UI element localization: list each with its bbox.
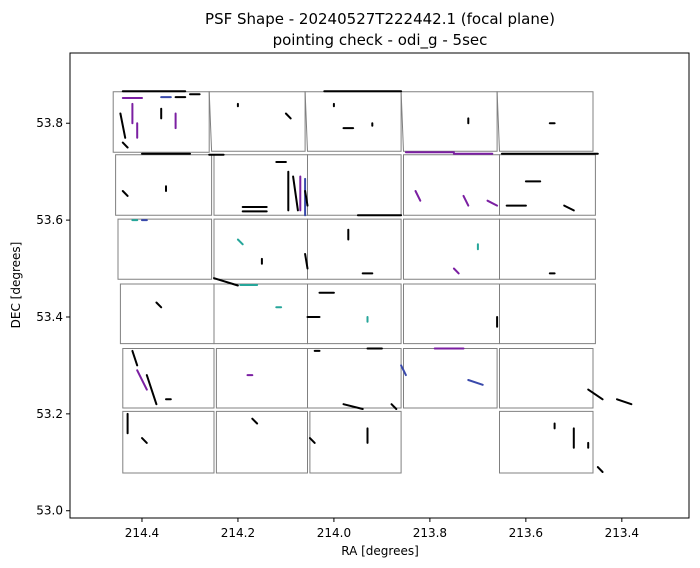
- ccd-outline: [400, 91, 498, 152]
- psf-whisker: [121, 190, 129, 197]
- psf-whisker: [304, 253, 309, 270]
- ccd-outline: [307, 283, 402, 345]
- psf-whisker: [616, 398, 633, 406]
- ccd-outline: [496, 91, 594, 152]
- ccd-outline: [208, 91, 306, 152]
- psf-whisker: [292, 175, 299, 212]
- ccd-outline: [499, 283, 596, 345]
- psf-whisker: [308, 437, 316, 444]
- x-tick-label: 213.8: [413, 526, 447, 540]
- psf-whisker: [390, 403, 398, 410]
- psf-whisker: [452, 267, 460, 275]
- psf-whisker: [213, 277, 239, 287]
- ccd-outline: [499, 348, 594, 409]
- x-tick-label: 213.6: [509, 526, 543, 540]
- x-tick-label: 214.4: [125, 526, 159, 540]
- y-axis-ticks: 53.0 53.2 53.4 53.6 53.8: [36, 116, 70, 518]
- psf-whiskers: [119, 90, 633, 473]
- psf-whisker: [141, 437, 148, 444]
- ccd-outline: [499, 410, 594, 474]
- psf-whisker: [596, 466, 604, 473]
- ccd-outline: [307, 218, 402, 280]
- psf-whisker: [414, 190, 422, 202]
- chart-subtitle: pointing check - odi_g - 5sec: [273, 31, 488, 50]
- psf-whisker: [563, 204, 575, 212]
- ccd-outline: [403, 348, 498, 409]
- x-axis-ticks: 214.4 214.2 214.0 213.8 213.6 213.4: [125, 518, 639, 540]
- psf-whisker: [136, 369, 148, 391]
- ccd-outline: [215, 410, 308, 474]
- x-tick-label: 214.2: [221, 526, 255, 540]
- y-tick-label: 53.6: [36, 213, 63, 227]
- x-tick-label: 214.0: [317, 526, 351, 540]
- ccd-outline: [122, 410, 215, 474]
- y-axis-label: DEC [degrees]: [9, 242, 23, 329]
- psf-whisker: [121, 141, 129, 149]
- psf-whisker: [400, 364, 407, 377]
- plot-frame: [69, 52, 690, 519]
- y-tick-label: 53.0: [36, 504, 63, 518]
- ccd-outline: [309, 410, 402, 474]
- y-tick-label: 53.4: [36, 310, 63, 324]
- ccd-outline: [122, 348, 215, 409]
- y-tick-label: 53.2: [36, 407, 63, 421]
- ccd-outline: [499, 218, 596, 280]
- x-tick-label: 213.4: [605, 526, 639, 540]
- psf-whisker: [587, 388, 604, 401]
- psf-whisker: [342, 403, 364, 410]
- y-tick-label: 53.8: [36, 116, 63, 130]
- psf-whisker: [467, 379, 484, 386]
- psf-whisker: [131, 349, 139, 367]
- psf-whisker: [304, 190, 309, 207]
- psf-whisker: [486, 199, 499, 207]
- psf-whisker: [119, 112, 127, 139]
- x-axis-label: RA [degrees]: [341, 544, 419, 558]
- psf-whisker: [145, 374, 158, 406]
- psf-whisker: [251, 417, 259, 425]
- ccd-outline: [117, 218, 213, 280]
- psf-whisker: [462, 194, 470, 207]
- psf-whisker: [155, 301, 163, 309]
- psf-whisker: [236, 238, 244, 246]
- chart-title: PSF Shape - 20240527T222442.1 (focal pla…: [205, 10, 555, 28]
- psf-whisker: [284, 112, 292, 120]
